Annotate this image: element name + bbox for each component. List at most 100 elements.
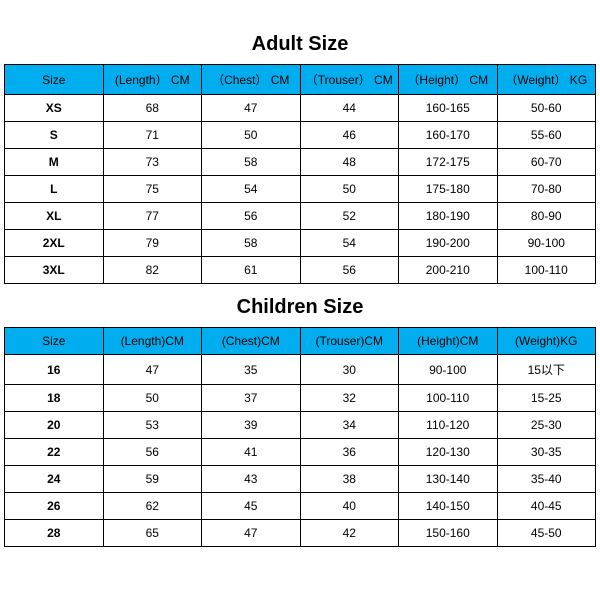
adult-cell: 100-110 (497, 257, 596, 284)
adult-cell: 90-100 (497, 230, 596, 257)
adult-cell: 54 (300, 230, 399, 257)
adult-size-table: Size(Length） CM（Chest） CM（Trouser） CM（He… (4, 64, 596, 284)
adult-col-0: Size (5, 65, 104, 95)
children-table-body: 1647353090-10015以下18503732100-11015-2520… (5, 355, 596, 547)
adult-cell: 50-60 (497, 95, 596, 122)
children-cell: 110-120 (399, 412, 498, 439)
adult-cell: 82 (103, 257, 202, 284)
adult-cell: 71 (103, 122, 202, 149)
adult-cell: 56 (202, 203, 301, 230)
children-table-header: Size(Length)CM(Chest)CM(Trouser)CM(Heigh… (5, 328, 596, 355)
adult-cell: XL (5, 203, 104, 230)
adult-cell: 175-180 (399, 176, 498, 203)
adult-cell: 61 (202, 257, 301, 284)
adult-cell: L (5, 176, 104, 203)
children-cell: 15-25 (497, 385, 596, 412)
adult-cell: 2XL (5, 230, 104, 257)
children-cell: 30-35 (497, 439, 596, 466)
table-row: L755450175-18070-80 (5, 176, 596, 203)
table-row: 3XL826156200-210100-110 (5, 257, 596, 284)
children-cell: 140-150 (399, 493, 498, 520)
adult-col-4: （Height） CM (399, 65, 498, 95)
children-cell: 30 (300, 355, 399, 385)
table-row: 28654742150-16045-50 (5, 520, 596, 547)
adult-cell: 47 (202, 95, 301, 122)
children-cell: 37 (202, 385, 301, 412)
table-row: 1647353090-10015以下 (5, 355, 596, 385)
adult-cell: S (5, 122, 104, 149)
children-cell: 35-40 (497, 466, 596, 493)
adult-cell: 46 (300, 122, 399, 149)
children-cell: 47 (103, 355, 202, 385)
children-col-3: (Trouser)CM (300, 328, 399, 355)
children-title: Children Size (4, 296, 596, 319)
table-row: M735848172-17560-70 (5, 149, 596, 176)
table-row: 22564136120-13030-35 (5, 439, 596, 466)
adult-cell: 160-165 (399, 95, 498, 122)
children-cell: 90-100 (399, 355, 498, 385)
adult-cell: 50 (202, 122, 301, 149)
adult-cell: 160-170 (399, 122, 498, 149)
children-cell: 53 (103, 412, 202, 439)
adult-cell: M (5, 149, 104, 176)
adult-cell: 200-210 (399, 257, 498, 284)
children-cell: 18 (5, 385, 104, 412)
adult-cell: 52 (300, 203, 399, 230)
adult-col-3: （Trouser） CM (300, 65, 399, 95)
table-row: 20533934110-12025-30 (5, 412, 596, 439)
size-chart-wrapper: Adult Size Size(Length） CM（Chest） CM（Tro… (0, 0, 600, 547)
adult-cell: 68 (103, 95, 202, 122)
children-cell: 20 (5, 412, 104, 439)
table-row: XS684744160-16550-60 (5, 95, 596, 122)
children-cell: 35 (202, 355, 301, 385)
adult-cell: 55-60 (497, 122, 596, 149)
adult-cell: 60-70 (497, 149, 596, 176)
children-cell: 15以下 (497, 355, 596, 385)
children-cell: 41 (202, 439, 301, 466)
adult-cell: XS (5, 95, 104, 122)
children-cell: 22 (5, 439, 104, 466)
adult-cell: 75 (103, 176, 202, 203)
adult-cell: 190-200 (399, 230, 498, 257)
adult-cell: 80-90 (497, 203, 596, 230)
children-cell: 38 (300, 466, 399, 493)
children-col-0: Size (5, 328, 104, 355)
children-cell: 40-45 (497, 493, 596, 520)
children-cell: 59 (103, 466, 202, 493)
children-cell: 56 (103, 439, 202, 466)
children-cell: 28 (5, 520, 104, 547)
children-cell: 45-50 (497, 520, 596, 547)
adult-col-1: (Length） CM (103, 65, 202, 95)
adult-cell: 58 (202, 149, 301, 176)
adult-cell: 56 (300, 257, 399, 284)
children-cell: 45 (202, 493, 301, 520)
children-cell: 36 (300, 439, 399, 466)
table-row: XL775652180-19080-90 (5, 203, 596, 230)
table-row: 26624540140-15040-45 (5, 493, 596, 520)
adult-table-header: Size(Length） CM（Chest） CM（Trouser） CM（He… (5, 65, 596, 95)
adult-cell: 77 (103, 203, 202, 230)
children-cell: 25-30 (497, 412, 596, 439)
children-cell: 65 (103, 520, 202, 547)
children-cell: 120-130 (399, 439, 498, 466)
children-cell: 47 (202, 520, 301, 547)
adult-cell: 48 (300, 149, 399, 176)
children-cell: 62 (103, 493, 202, 520)
table-row: 18503732100-11015-25 (5, 385, 596, 412)
children-cell: 42 (300, 520, 399, 547)
adult-cell: 44 (300, 95, 399, 122)
children-cell: 16 (5, 355, 104, 385)
children-cell: 39 (202, 412, 301, 439)
adult-col-2: （Chest） CM (202, 65, 301, 95)
children-col-1: (Length)CM (103, 328, 202, 355)
children-cell: 24 (5, 466, 104, 493)
children-col-2: (Chest)CM (202, 328, 301, 355)
table-row: S715046160-17055-60 (5, 122, 596, 149)
children-cell: 40 (300, 493, 399, 520)
adult-cell: 73 (103, 149, 202, 176)
adult-cell: 54 (202, 176, 301, 203)
adult-cell: 58 (202, 230, 301, 257)
adult-cell: 70-80 (497, 176, 596, 203)
table-row: 24594338130-14035-40 (5, 466, 596, 493)
adult-title: Adult Size (4, 33, 596, 56)
